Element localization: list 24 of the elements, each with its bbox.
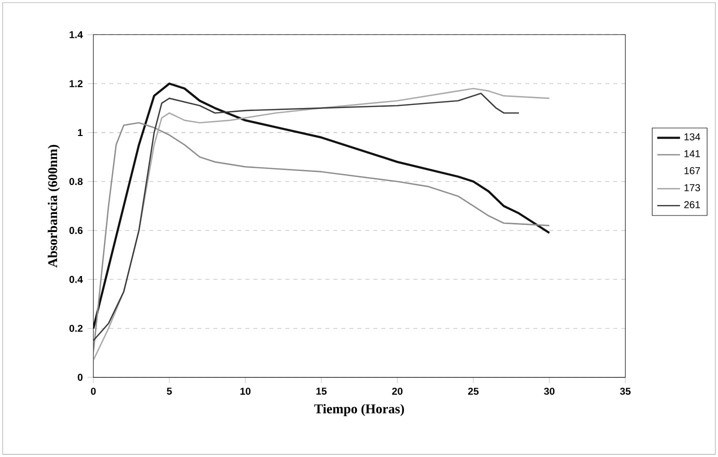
y-tick-label: 1.2 — [70, 80, 83, 88]
legend-label: 261 — [684, 201, 700, 208]
x-tick-label: 10 — [240, 388, 250, 395]
y-tick-label: 0.2 — [69, 324, 83, 332]
line-series — [93, 122, 550, 354]
legend-label: 141 — [684, 150, 700, 158]
x-tick-label: 35 — [620, 388, 631, 395]
x-tick-label: 5 — [166, 388, 172, 395]
x-tick-label: 25 — [468, 388, 479, 395]
legend-label: 134 — [684, 133, 700, 140]
x-axis-title: Tiempo (Horas) — [314, 404, 404, 416]
x-tick-label: 0 — [90, 388, 96, 395]
y-axis-title: Absorbancia (600nm) — [48, 144, 60, 268]
legend-label: 173 — [684, 184, 700, 192]
text: 167 — [684, 167, 700, 174]
y-tick-label: 0.8 — [69, 178, 83, 186]
y-tick-label: 1 — [78, 129, 83, 136]
y-tick-label: 0.6 — [69, 226, 83, 234]
y-tick-label: 1.4 — [70, 31, 83, 38]
x-tick-label: 30 — [544, 388, 554, 395]
x-tick-label: 15 — [316, 388, 327, 395]
y-tick-label: 0 — [78, 374, 83, 381]
x-tick-label: 20 — [392, 388, 402, 395]
y-tick-label: 0.4 — [69, 276, 83, 283]
